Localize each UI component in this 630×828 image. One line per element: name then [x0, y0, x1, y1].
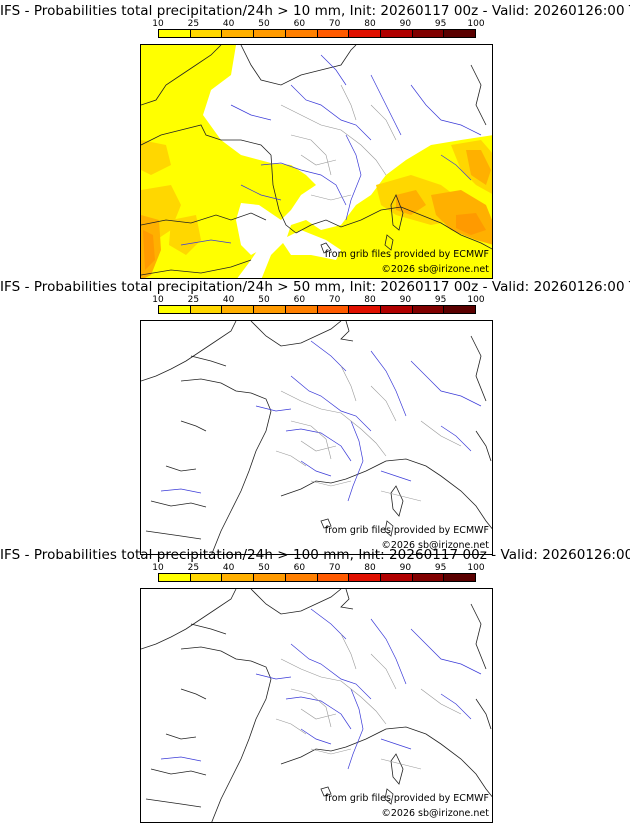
colorbar-tick-label: 40	[222, 19, 235, 29]
colorbar-tick-label: 50	[258, 19, 270, 29]
map-graphic	[141, 321, 492, 554]
colorbar-tick-label: 25	[187, 19, 200, 29]
colorbar-segment	[190, 30, 223, 37]
panel-title: IFS - Probabilities total precipitation/…	[0, 279, 630, 295]
colorbar-tick-label: 100	[467, 19, 485, 29]
forecast-panel-50mm: IFS - Probabilities total precipitation/…	[0, 279, 630, 555]
colorbar-segment	[349, 306, 381, 313]
colorbar-segment	[222, 30, 255, 37]
colorbar-ticks: 10 25 40 50 60 70 80 90 95 100	[152, 19, 484, 29]
colorbar-tick-label: 60	[293, 563, 306, 573]
colorbar-segment	[412, 30, 445, 37]
colorbar-segment	[412, 574, 445, 581]
colorbar	[158, 573, 476, 582]
colorbar-segment	[254, 306, 286, 313]
colorbar-segment	[317, 574, 350, 581]
colorbar-segment	[380, 30, 413, 37]
colorbar-tick-label: 10	[152, 295, 164, 305]
colorbar-tick-label: 70	[328, 295, 341, 305]
colorbar-tick-label: 90	[399, 563, 412, 573]
credit-source: from grib files provided by ECMWF	[324, 249, 489, 260]
credit-copyright: ©2026 sb@irizone.net	[381, 264, 489, 275]
colorbar-tick-label: 90	[399, 295, 412, 305]
colorbar-tick-label: 95	[434, 563, 447, 573]
colorbar-segment	[254, 30, 286, 37]
admin-borders	[280, 84, 397, 201]
colorbar-segment	[317, 30, 350, 37]
colorbar-tick-label: 70	[328, 563, 341, 573]
colorbar-segment	[254, 574, 286, 581]
colorbar-ticks: 10 25 40 50 60 70 80 90 95 100	[152, 295, 484, 305]
colorbar-segment	[222, 574, 255, 581]
colorbar-tick-label: 50	[258, 563, 270, 573]
colorbar-segment	[159, 30, 191, 37]
precip-probability-shading	[141, 45, 492, 278]
panel-title: IFS - Probabilities total precipitation/…	[0, 547, 630, 563]
colorbar-segment	[190, 574, 223, 581]
probability-map: from grib files provided by ECMWF ©2026 …	[140, 44, 493, 279]
forecast-panel-10mm: IFS - Probabilities total precipitation/…	[0, 3, 630, 279]
colorbar-tick-label: 70	[328, 19, 341, 29]
rivers	[180, 54, 482, 246]
colorbar-tick-label: 40	[222, 295, 235, 305]
colorbar-segment	[380, 306, 413, 313]
colorbar-segment	[349, 30, 381, 37]
colorbar-tick-label: 40	[222, 563, 235, 573]
colorbar-tick-label: 10	[152, 19, 164, 29]
colorbar-segment	[412, 306, 445, 313]
colorbar-tick-label: 60	[293, 19, 306, 29]
credit-copyright: ©2026 sb@irizone.net	[381, 540, 489, 551]
colorbar-tick-label: 25	[187, 563, 200, 573]
colorbar-segment	[159, 306, 191, 313]
colorbar-segment	[285, 574, 318, 581]
colorbar-segment	[380, 574, 413, 581]
colorbar-segment	[444, 30, 476, 37]
colorbar-tick-label: 95	[434, 19, 447, 29]
colorbar-tick-label: 100	[467, 563, 485, 573]
colorbar-segment	[190, 306, 223, 313]
colorbar-tick-label: 25	[187, 295, 200, 305]
credit-source: from grib files provided by ECMWF	[324, 793, 489, 804]
colorbar-tick-label: 90	[399, 19, 412, 29]
colorbar-tick-label: 80	[364, 295, 376, 305]
colorbar-segment	[444, 574, 476, 581]
probability-map: from grib files provided by ECMWF ©2026 …	[140, 320, 493, 555]
colorbar	[158, 29, 476, 38]
colorbar-ticks: 10 25 40 50 60 70 80 90 95 100	[152, 563, 484, 573]
colorbar-segment	[159, 574, 191, 581]
colorbar-tick-label: 60	[293, 295, 306, 305]
credit-source: from grib files provided by ECMWF	[324, 525, 489, 536]
colorbar-tick-label: 50	[258, 295, 270, 305]
forecast-panel-100mm: IFS - Probabilities total precipitation/…	[0, 547, 630, 823]
colorbar-segment	[444, 306, 476, 313]
colorbar-segment	[285, 30, 318, 37]
probability-map: from grib files provided by ECMWF ©2026 …	[140, 588, 493, 823]
colorbar-tick-label: 80	[364, 19, 376, 29]
colorbar-segment	[222, 306, 255, 313]
map-graphic	[141, 589, 492, 822]
credit-copyright: ©2026 sb@irizone.net	[381, 808, 489, 819]
map-graphic	[141, 45, 492, 278]
panel-title: IFS - Probabilities total precipitation/…	[0, 3, 630, 19]
colorbar-tick-label: 80	[364, 563, 376, 573]
colorbar	[158, 305, 476, 314]
colorbar-tick-label: 100	[467, 295, 485, 305]
colorbar-segment	[317, 306, 350, 313]
colorbar-tick-label: 10	[152, 563, 164, 573]
colorbar-tick-label: 95	[434, 295, 447, 305]
coastlines	[141, 45, 492, 276]
colorbar-segment	[349, 574, 381, 581]
colorbar-segment	[285, 306, 318, 313]
